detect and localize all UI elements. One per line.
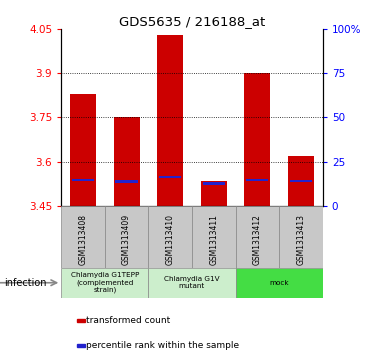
Bar (61, 268, 148, 298)
Bar (201, 181, 227, 206)
Text: GSM1313410: GSM1313410 (166, 214, 175, 265)
Bar (279, 206, 323, 268)
Bar (246, 179, 269, 181)
Bar (72, 179, 94, 181)
Bar (288, 156, 314, 206)
Bar (114, 117, 139, 206)
Bar (105, 206, 148, 268)
Bar (70, 94, 96, 206)
Bar (192, 206, 236, 268)
Bar (159, 176, 181, 178)
Text: GSM1313412: GSM1313412 (253, 215, 262, 265)
Text: infection: infection (4, 278, 46, 288)
Title: GDS5635 / 216188_at: GDS5635 / 216188_at (119, 15, 265, 28)
Text: mock: mock (269, 280, 289, 286)
Text: GSM1313409: GSM1313409 (122, 214, 131, 265)
Bar (115, 180, 138, 183)
Bar (203, 182, 225, 184)
Bar (77, 319, 85, 322)
Bar (148, 206, 192, 268)
Text: GSM1313411: GSM1313411 (209, 215, 218, 265)
Text: Chlamydia G1V
mutant: Chlamydia G1V mutant (164, 276, 220, 289)
Text: percentile rank within the sample: percentile rank within the sample (86, 341, 239, 350)
Text: GSM1313413: GSM1313413 (296, 214, 305, 265)
Bar (290, 180, 312, 182)
Bar (236, 268, 323, 298)
Bar (148, 268, 236, 298)
Bar (157, 35, 183, 206)
Bar (236, 206, 279, 268)
Bar (77, 344, 85, 347)
Bar (244, 73, 270, 206)
Text: GSM1313408: GSM1313408 (79, 214, 88, 265)
Text: Chlamydia G1TEPP
(complemented
strain): Chlamydia G1TEPP (complemented strain) (70, 272, 139, 293)
Bar (61, 206, 105, 268)
Text: transformed count: transformed count (86, 316, 170, 325)
